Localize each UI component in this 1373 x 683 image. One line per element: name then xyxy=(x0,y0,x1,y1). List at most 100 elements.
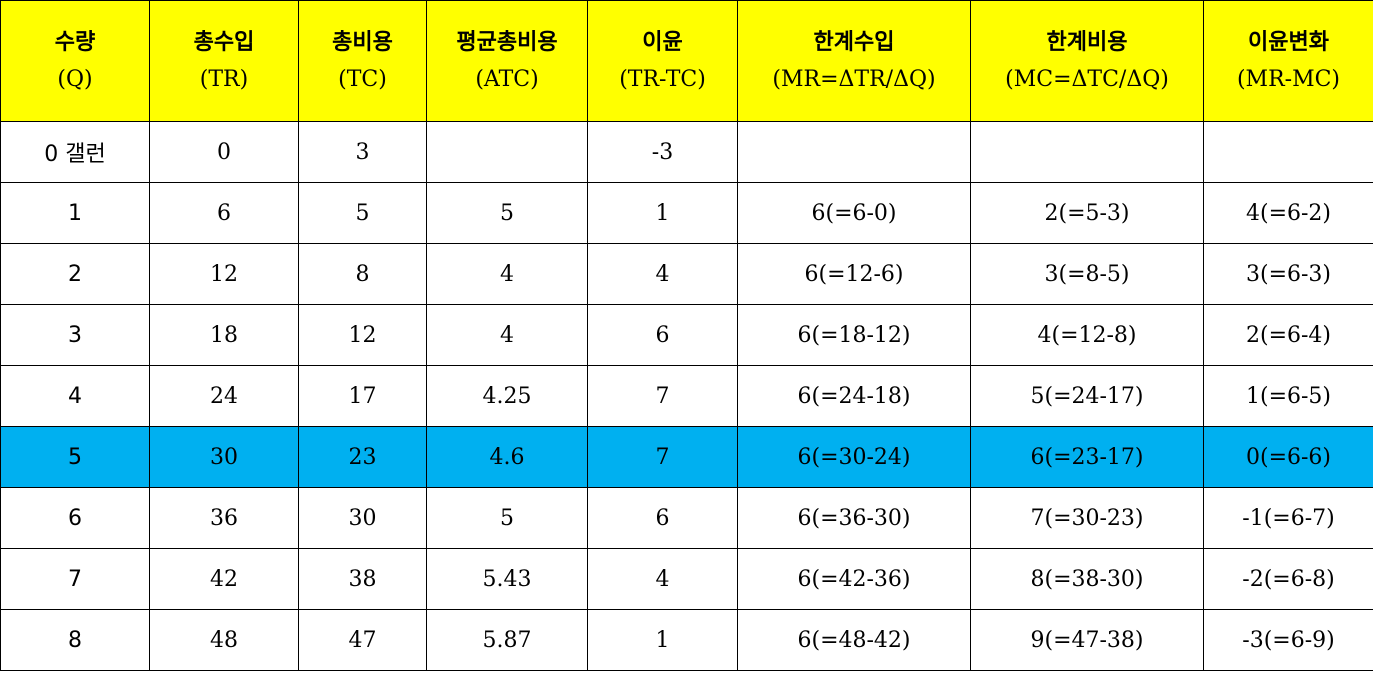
table-cell: 48 xyxy=(149,609,299,671)
table-cell: 0(=6-6) xyxy=(1203,426,1373,488)
column-header-title: 이윤변화 xyxy=(1248,29,1329,55)
table-cell: 2(=6-4) xyxy=(1203,304,1373,366)
table-row: 1 6 5 5 1 6(=6-0) 2(=5-3) 4(=6-2) xyxy=(0,182,1373,244)
table-cell: 6 xyxy=(0,487,150,549)
column-header: 한계수입 (MR=ΔTR/ΔQ) xyxy=(737,0,971,122)
table-cell: 4 xyxy=(426,304,588,366)
table-cell xyxy=(970,121,1204,183)
column-header-title: 한계비용 xyxy=(1046,29,1128,55)
table-cell: 1 xyxy=(587,609,738,671)
table-cell: 5.43 xyxy=(426,548,588,610)
table-cell: -1(=6-7) xyxy=(1203,487,1373,549)
table-cell: 18 xyxy=(149,304,299,366)
table-cell: 8(=38-30) xyxy=(970,548,1204,610)
table-cell: 30 xyxy=(298,487,427,549)
table-cell: 6(=6-0) xyxy=(737,182,971,244)
table-row: 8 48 47 5.87 1 6(=48-42) 9(=47-38) -3(=6-9) xyxy=(0,609,1373,671)
table-cell: 0 갤런 xyxy=(0,121,150,183)
table-cell: 3 xyxy=(0,304,150,366)
table-cell: 4 xyxy=(0,365,150,427)
table-cell: 5 xyxy=(426,487,588,549)
column-header-title: 평균총비용 xyxy=(456,29,558,55)
table-cell: 5 xyxy=(298,182,427,244)
table-cell: 38 xyxy=(298,548,427,610)
table-cell: 8 xyxy=(298,243,427,305)
table-cell: 6(=23-17) xyxy=(970,426,1204,488)
table-cell: 6 xyxy=(587,304,738,366)
table-row: 4 24 17 4.25 7 6(=24-18) 5(=24-17) 1(=6-5) xyxy=(0,365,1373,427)
column-header: 이윤변화 (MR-MC) xyxy=(1203,0,1373,122)
table-cell: 42 xyxy=(149,548,299,610)
table-cell: 17 xyxy=(298,365,427,427)
column-header-title: 수량 xyxy=(54,29,96,55)
table-cell: -3(=6-9) xyxy=(1203,609,1373,671)
column-header-symbol: (ATC) xyxy=(475,67,539,92)
column-header-title: 총수입 xyxy=(193,29,255,55)
table-cell: 3(=6-3) xyxy=(1203,243,1373,305)
table-cell: 5.87 xyxy=(426,609,588,671)
table-cell: 6 xyxy=(149,182,299,244)
column-header: 총수입 (TR) xyxy=(149,0,299,122)
column-header-symbol: (MR-MC) xyxy=(1236,67,1341,92)
table-row: 2 12 8 4 4 6(=12-6) 3(=8-5) 3(=6-3) xyxy=(0,243,1373,305)
column-header: 한계비용 (MC=ΔTC/ΔQ) xyxy=(970,0,1204,122)
table-cell: 8 xyxy=(0,609,150,671)
table-row: 0 갤런 0 3 -3 xyxy=(0,121,1373,183)
table-cell: 1(=6-5) xyxy=(1203,365,1373,427)
table-cell: 1 xyxy=(587,182,738,244)
column-header-symbol: (MR=ΔTR/ΔQ) xyxy=(772,67,936,92)
table-cell: 4 xyxy=(587,243,738,305)
column-header-title: 한계수입 xyxy=(813,29,895,55)
table-cell: 6(=42-36) xyxy=(737,548,971,610)
table-cell: 6(=36-30) xyxy=(737,487,971,549)
table-cell xyxy=(1203,121,1373,183)
table-cell: 12 xyxy=(298,304,427,366)
table-cell: 6(=30-24) xyxy=(737,426,971,488)
table-row: 3 18 12 4 6 6(=18-12) 4(=12-8) 2(=6-4) xyxy=(0,304,1373,366)
column-header: 이윤 (TR-TC) xyxy=(587,0,738,122)
table-cell: 3(=8-5) xyxy=(970,243,1204,305)
table-cell: 12 xyxy=(149,243,299,305)
column-header: 수량 (Q) xyxy=(0,0,150,122)
table-cell: 6 xyxy=(587,487,738,549)
column-header-symbol: (TC) xyxy=(338,67,387,92)
table-cell: 9(=47-38) xyxy=(970,609,1204,671)
column-header-title: 이윤 xyxy=(642,29,683,55)
table-cell: 7 xyxy=(0,548,150,610)
column-header-symbol: (TR-TC) xyxy=(619,67,706,92)
table-cell: 4.6 xyxy=(426,426,588,488)
table-cell: 6(=12-6) xyxy=(737,243,971,305)
table-cell: 4(=12-8) xyxy=(970,304,1204,366)
table-cell xyxy=(737,121,971,183)
table-cell: 36 xyxy=(149,487,299,549)
table-cell: 1 xyxy=(0,182,150,244)
column-header: 평균총비용 (ATC) xyxy=(426,0,588,122)
table-cell: 4 xyxy=(426,243,588,305)
table-cell: 0 xyxy=(149,121,299,183)
table-cell: 7(=30-23) xyxy=(970,487,1204,549)
table-cell: 7 xyxy=(587,365,738,427)
table-cell: 2(=5-3) xyxy=(970,182,1204,244)
table-cell: 7 xyxy=(587,426,738,488)
table-cell: 23 xyxy=(298,426,427,488)
table-cell: 6(=24-18) xyxy=(737,365,971,427)
table-cell: 30 xyxy=(149,426,299,488)
table-cell: 4(=6-2) xyxy=(1203,182,1373,244)
table-cell: 6(=18-12) xyxy=(737,304,971,366)
table-cell: -3 xyxy=(587,121,738,183)
table-cell: 4.25 xyxy=(426,365,588,427)
table-row: 7 42 38 5.43 4 6(=42-36) 8(=38-30) -2(=6-8) xyxy=(0,548,1373,610)
table-cell: 5(=24-17) xyxy=(970,365,1204,427)
table-cell: 6(=48-42) xyxy=(737,609,971,671)
column-header-symbol: (TR) xyxy=(199,67,249,92)
column-header-symbol: (Q) xyxy=(57,67,93,92)
column-header: 총비용 (TC) xyxy=(298,0,427,122)
table-cell: -2(=6-8) xyxy=(1203,548,1373,610)
table-cell: 24 xyxy=(149,365,299,427)
table-cell xyxy=(426,121,588,183)
table-cell: 47 xyxy=(298,609,427,671)
table-cell: 3 xyxy=(298,121,427,183)
table-body: 0 갤런 0 3 -3 1 6 5 5 1 6(=6-0) 2(=5-3) 4(=6-2) 2 12 8 4 4… xyxy=(0,121,1373,671)
table-cell: 4 xyxy=(587,548,738,610)
